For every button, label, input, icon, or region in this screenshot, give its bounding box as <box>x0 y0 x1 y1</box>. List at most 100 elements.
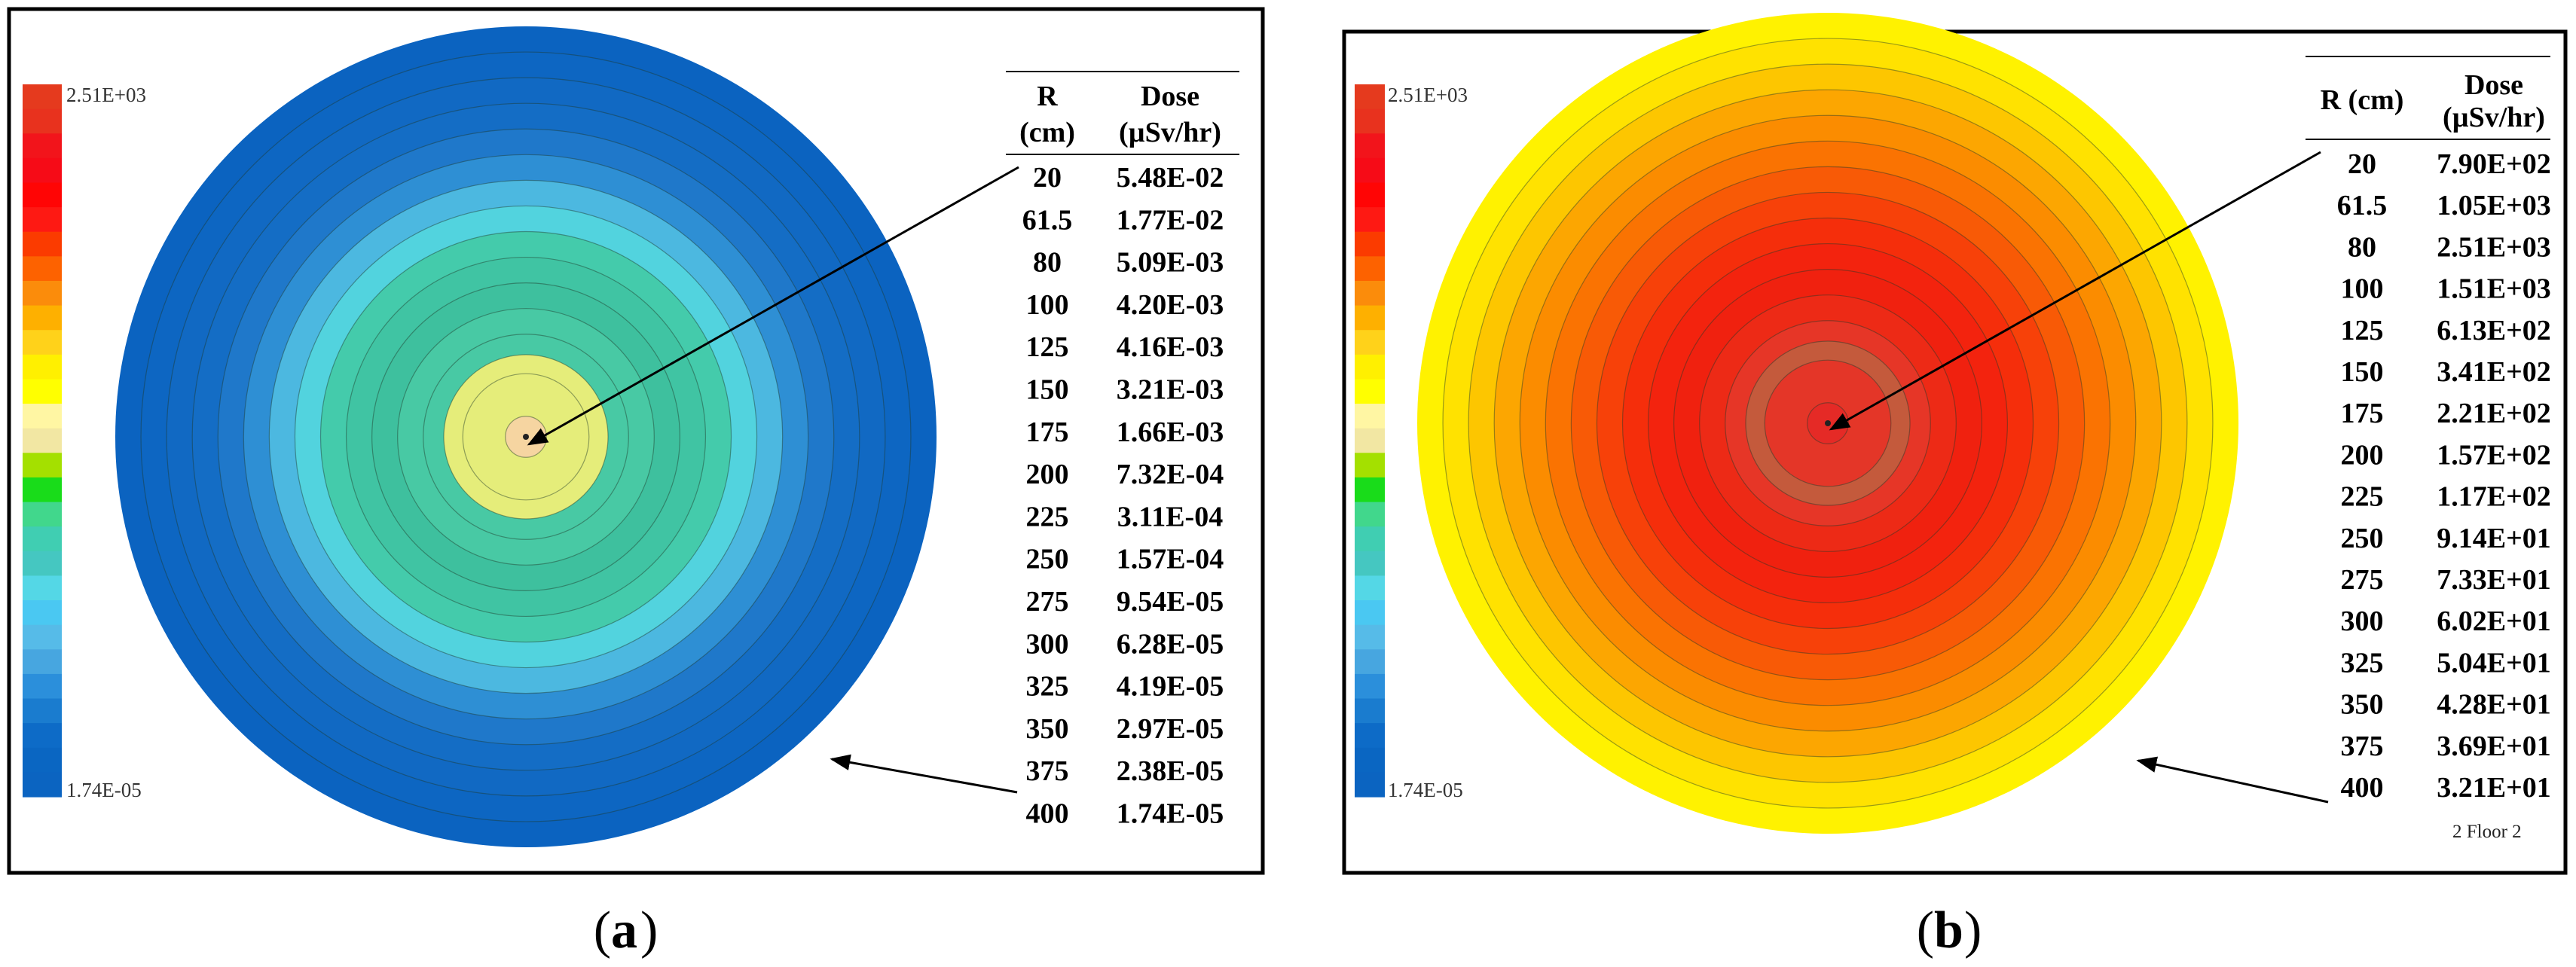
table-dose-cell: 2.51E+03 <box>2437 231 2551 263</box>
colorbar-segment <box>1355 673 1385 700</box>
colorbar-segment <box>23 526 62 552</box>
table-dose-cell: 1.05E+03 <box>2437 190 2551 221</box>
table-dose-cell: 7.33E+01 <box>2437 564 2551 596</box>
colorbar-segment <box>23 133 62 159</box>
table-r-cell: 350 <box>2341 689 2384 721</box>
table-dose-cell: 3.11E-04 <box>1117 501 1223 532</box>
colorbar-segment <box>23 649 62 675</box>
colorbar-segment <box>23 280 62 307</box>
table-dose-cell: 9.14E+01 <box>2437 523 2551 554</box>
colorbar-segment <box>23 207 62 233</box>
table-a-r-unit: (cm) <box>1019 117 1075 148</box>
table-a-rows: 20 5.48E-02 61.5 1.77E-02 80 5.09E-03 100 4.20E… <box>1022 162 1224 830</box>
colorbar-segment <box>1355 231 1385 257</box>
table-dose-cell: 7.90E+02 <box>2437 148 2551 180</box>
table-r-cell: 250 <box>1026 544 1069 575</box>
table-r-cell: 175 <box>2341 398 2384 429</box>
colorbar-segment <box>23 84 62 110</box>
table-r-cell: 150 <box>1026 374 1069 406</box>
table-r-cell: 300 <box>1026 628 1069 660</box>
table-b-rows: 20 7.90E+02 61.5 1.05E+03 80 2.51E+03 100 1.51E… <box>2337 148 2551 804</box>
colorbar-segment <box>1355 207 1385 233</box>
table-r-cell: 225 <box>1026 501 1069 532</box>
colorbar-segment <box>1355 305 1385 331</box>
table-r-cell: 325 <box>1026 671 1069 703</box>
table-dose-cell: 3.69E+01 <box>2437 731 2551 762</box>
caption-b-letter: b <box>1934 901 1963 959</box>
colorbar-segment <box>23 354 62 380</box>
colorbar-segment <box>23 502 62 527</box>
table-dose-cell: 1.66E-03 <box>1117 416 1224 448</box>
colorbar-segment <box>23 330 62 355</box>
table-dose-cell: 2.38E-05 <box>1117 755 1224 787</box>
colorbar-segment <box>1355 354 1385 380</box>
colorbar-segment <box>1355 502 1385 527</box>
table-dose-cell: 1.77E-02 <box>1117 204 1224 236</box>
table-b-dose-unit: (µSv/hr) <box>2443 102 2545 133</box>
source-point <box>1825 420 1831 426</box>
table-r-cell: 61.5 <box>1022 204 1073 236</box>
colorbar-segment <box>23 673 62 700</box>
colorbar-segment <box>1355 747 1385 773</box>
table-r-cell: 175 <box>1026 416 1069 448</box>
panel-b: 2.51E+03 1.74E-05 R (cm) Dose (µSv/hr) 2… <box>1342 13 2568 875</box>
table-r-cell: 225 <box>2341 481 2384 513</box>
colorbar-segment <box>23 600 62 626</box>
colorbar-b <box>1355 84 1385 798</box>
colorbar-segment <box>1355 624 1385 650</box>
colorbar-segment <box>1355 772 1385 798</box>
colorbar-segment <box>1355 649 1385 675</box>
table-r-cell: 80 <box>2348 231 2376 263</box>
table-a-r-header: R <box>1037 81 1058 112</box>
table-r-cell: 200 <box>2341 439 2384 471</box>
colorbar-segment <box>1355 477 1385 503</box>
table-dose-cell: 2.21E+02 <box>2437 398 2551 429</box>
table-b-dose-header: Dose <box>2464 69 2523 101</box>
colorbar-segment <box>23 379 62 404</box>
colorbar-segment <box>1355 551 1385 577</box>
colorbar-segment <box>23 157 62 184</box>
table-r-cell: 325 <box>2341 647 2384 679</box>
table-r-cell: 275 <box>2341 564 2384 596</box>
table-r-cell: 375 <box>1026 755 1069 787</box>
arrow-b-edge <box>2136 756 2329 804</box>
table-dose-cell: 7.32E-04 <box>1117 459 1224 490</box>
caption-a: ( a ) <box>594 901 659 959</box>
table-dose-cell: 6.13E+02 <box>2437 315 2551 346</box>
colorbar-a <box>23 84 62 798</box>
source-point <box>523 434 529 440</box>
colorbar-segment <box>23 747 62 773</box>
contour-disc-a <box>115 26 937 847</box>
colorbar-segment <box>23 231 62 257</box>
table-dose-cell: 3.41E+02 <box>2437 356 2551 388</box>
table-r-cell: 400 <box>2341 772 2384 804</box>
colorbar-segment <box>1355 182 1385 208</box>
table-r-cell: 100 <box>2341 273 2384 305</box>
table-r-cell: 20 <box>1033 162 1062 194</box>
colorbar-segment <box>23 108 62 134</box>
table-b-r-header: R (cm) <box>2321 84 2404 116</box>
svg-text:(: ( <box>1917 901 1934 959</box>
caption-a-letter: a <box>611 901 637 959</box>
colorbar-a-min-label: 1.74E-05 <box>66 779 142 801</box>
colorbar-segment <box>23 624 62 650</box>
colorbar-segment <box>23 182 62 208</box>
table-dose-cell: 1.74E-05 <box>1117 798 1224 830</box>
svg-text:(: ( <box>594 901 611 959</box>
dose-table-b: R (cm) Dose (µSv/hr) 20 7.90E+02 61.5 1.05E… <box>2306 56 2551 804</box>
svg-text:): ) <box>640 901 658 959</box>
arrow-b-center <box>1829 151 2321 431</box>
colorbar-segment <box>23 256 62 282</box>
table-dose-cell: 9.54E-05 <box>1117 586 1224 618</box>
table-dose-cell: 3.21E-03 <box>1117 374 1224 406</box>
table-r-cell: 250 <box>2341 523 2384 554</box>
table-dose-cell: 2.97E-05 <box>1117 713 1224 745</box>
arrow-a-edge <box>830 754 1018 794</box>
colorbar-segment <box>1355 330 1385 355</box>
colorbar-segment <box>1355 404 1385 429</box>
colorbar-segment <box>1355 428 1385 453</box>
colorbar-segment <box>1355 157 1385 184</box>
panel-a: 2.51E+03 1.74E-05 R (cm) Dose (µSv/hr) 2… <box>7 7 1265 875</box>
contour-disc-b <box>1417 13 2238 834</box>
